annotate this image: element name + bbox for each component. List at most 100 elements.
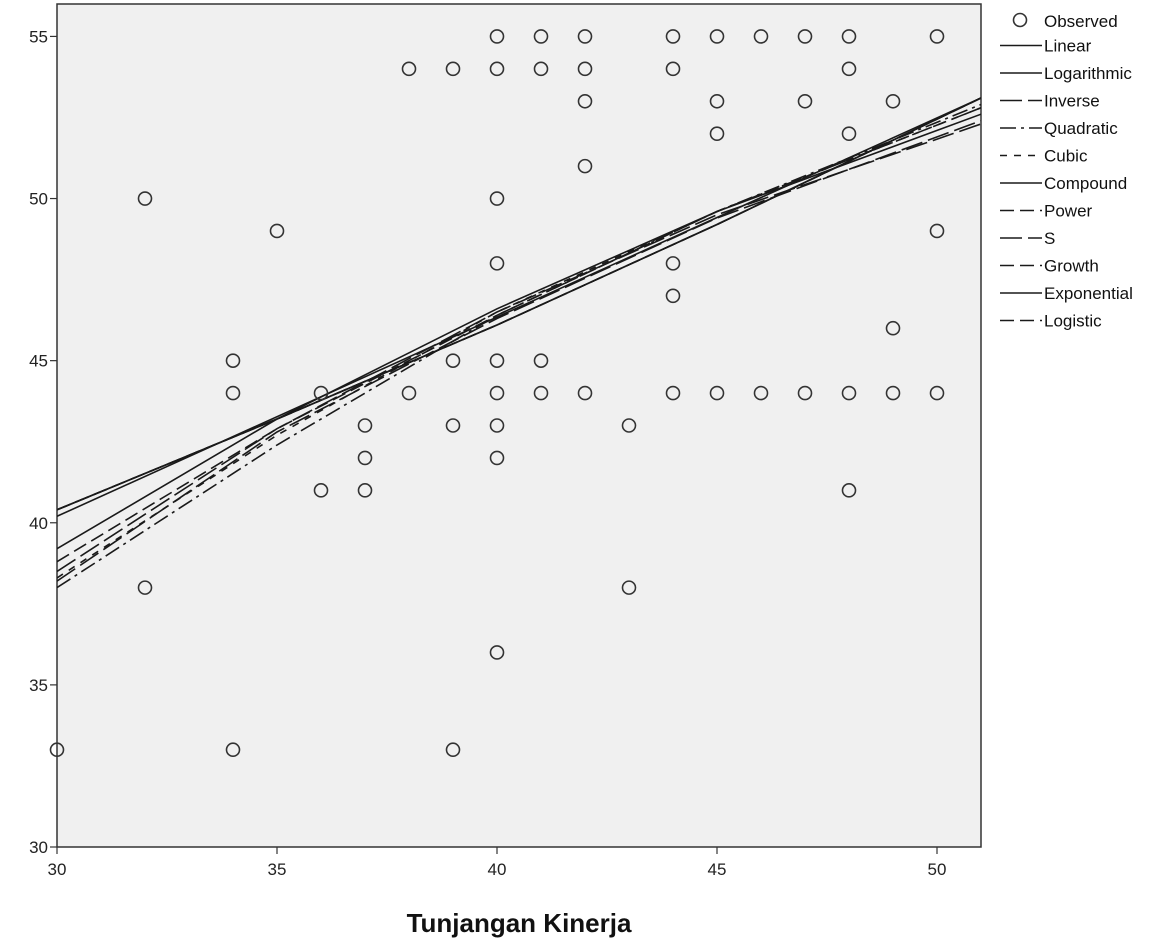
legend-label: Cubic — [1044, 147, 1088, 166]
observed-point — [225, 742, 241, 758]
legend-label: Linear — [1044, 37, 1092, 56]
observed-point — [401, 385, 417, 401]
legend-label: Logarithmic — [1044, 64, 1132, 83]
observed-point — [621, 418, 637, 433]
observed-point — [489, 256, 505, 271]
fit-line-power — [57, 107, 981, 563]
x-axis: 30 35 40 45 50 — [48, 847, 947, 879]
observed-point — [445, 418, 461, 433]
observed-point — [577, 93, 593, 109]
observed-point — [841, 61, 857, 77]
y-tick-label: 30 — [29, 838, 48, 857]
observed-point — [401, 61, 417, 77]
observed-point — [797, 93, 813, 109]
observed-point — [489, 353, 505, 368]
y-tick-label: 35 — [29, 676, 48, 695]
observed-point — [357, 418, 373, 433]
observed-point — [533, 385, 549, 401]
x-axis-title: Tunjangan Kinerja — [407, 908, 632, 938]
observed-point — [533, 61, 549, 77]
legend-label: Growth — [1044, 257, 1099, 276]
fit-line-quadratic — [57, 103, 981, 589]
legend-label: Exponential — [1044, 284, 1133, 303]
fit-line-cubic — [57, 107, 981, 579]
observed-point — [753, 385, 769, 401]
observed-point — [709, 385, 725, 401]
observed-point — [577, 29, 593, 44]
observed-point — [929, 223, 945, 239]
observed-point — [533, 353, 549, 368]
observed-point — [137, 191, 153, 206]
observed-point — [753, 29, 769, 44]
fit-line-logarithmic — [57, 113, 981, 550]
observed-point — [49, 742, 65, 758]
observed-point — [929, 385, 945, 401]
legend: Observed Linear Logarithmic Inverse Quadrati… — [1000, 12, 1133, 331]
observed-point — [665, 288, 681, 304]
observed-point — [489, 385, 505, 401]
observed-point — [577, 385, 593, 401]
observed-point — [577, 158, 593, 174]
legend-label: Power — [1044, 202, 1093, 221]
legend-label: Logistic — [1044, 312, 1102, 331]
legend-label: Inverse — [1044, 92, 1100, 111]
fit-lines — [57, 97, 981, 589]
observed-point — [489, 645, 505, 660]
y-tick-label: 45 — [29, 352, 48, 371]
fit-line-exponential — [57, 97, 981, 511]
y-tick-label: 55 — [29, 27, 48, 46]
observed-point — [929, 29, 945, 44]
x-tick-label: 45 — [708, 860, 727, 879]
observed-point — [621, 580, 637, 595]
observed-point — [665, 256, 681, 271]
observed-point — [445, 61, 461, 77]
observed-point — [709, 126, 725, 141]
x-tick-label: 40 — [488, 860, 507, 879]
observed-point — [489, 450, 505, 466]
observed-point — [841, 126, 857, 141]
observed-point — [841, 385, 857, 401]
observed-point — [445, 353, 461, 368]
plot-area — [56, 3, 982, 848]
observed-point — [489, 418, 505, 433]
legend-label: Quadratic — [1044, 119, 1118, 138]
observed-point — [841, 483, 857, 498]
y-tick-label: 40 — [29, 514, 48, 533]
observed-point — [885, 320, 901, 336]
observed-point — [797, 29, 813, 44]
observed-point — [313, 483, 329, 498]
observed-point — [885, 93, 901, 109]
legend-label: Compound — [1044, 174, 1127, 193]
observed-point — [137, 580, 153, 595]
observed-point — [445, 742, 461, 758]
observed-point — [533, 29, 549, 44]
observed-point — [489, 61, 505, 77]
fit-line-inverse — [57, 119, 981, 582]
observed-points — [49, 29, 945, 758]
x-tick-label: 50 — [928, 860, 947, 879]
observed-point — [797, 385, 813, 401]
observed-point — [885, 385, 901, 401]
observed-point — [709, 29, 725, 44]
observed-point — [709, 93, 725, 109]
observed-point — [665, 61, 681, 77]
observed-point — [225, 353, 241, 368]
legend-label: Observed — [1044, 12, 1118, 31]
observed-point — [665, 29, 681, 44]
observed-point — [313, 385, 329, 401]
observed-point — [489, 29, 505, 44]
observed-point — [357, 450, 373, 466]
observed-point — [577, 61, 593, 77]
legend-observed-marker — [1012, 12, 1028, 28]
legend-label: S — [1044, 229, 1055, 248]
x-tick-label: 30 — [48, 860, 67, 879]
observed-point — [269, 223, 285, 239]
fit-line-s — [57, 123, 981, 573]
y-axis: 30 35 40 45 50 55 — [29, 27, 57, 857]
x-tick-label: 35 — [268, 860, 287, 879]
observed-point — [489, 191, 505, 206]
y-tick-label: 50 — [29, 190, 48, 209]
observed-point — [841, 29, 857, 44]
observed-point — [357, 483, 373, 498]
